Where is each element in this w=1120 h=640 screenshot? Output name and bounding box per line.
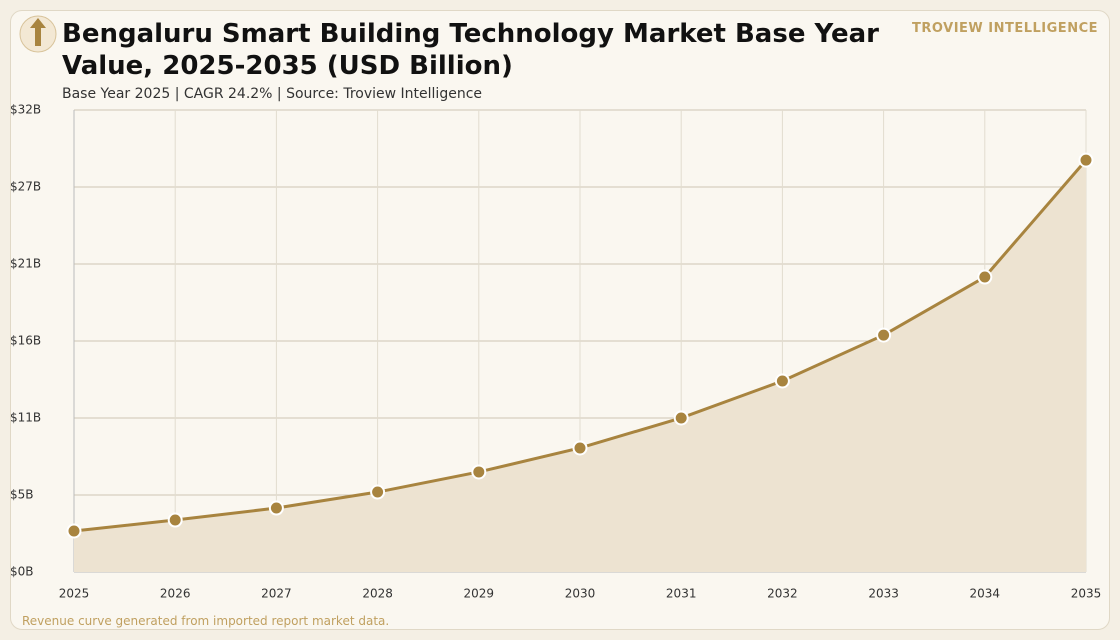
x-tick-label: 2030 bbox=[565, 587, 596, 601]
y-tick-label: $5B bbox=[10, 488, 34, 502]
y-tick-label: $11B bbox=[10, 410, 41, 424]
point bbox=[370, 484, 386, 500]
brand: TROVIEW INTELLIGENCE bbox=[912, 21, 1098, 36]
area bbox=[74, 160, 1086, 572]
x-tick-label: 2032 bbox=[767, 587, 798, 601]
x-tick-label: 2034 bbox=[970, 587, 1001, 601]
x-tick-label: 2031 bbox=[666, 587, 697, 601]
y-tick-label: $16B bbox=[10, 334, 41, 348]
point bbox=[673, 410, 689, 426]
x-tick-label: 2035 bbox=[1071, 587, 1102, 601]
y-tick-label: $0B bbox=[10, 565, 34, 579]
x-tick-label: 2026 bbox=[160, 587, 191, 601]
x-tick-label: 2028 bbox=[362, 587, 393, 601]
y-tick-label: $32B bbox=[10, 103, 41, 117]
y-tick-label: $21B bbox=[10, 257, 41, 271]
point bbox=[167, 512, 183, 528]
x-tick-label: 2029 bbox=[464, 587, 495, 601]
point bbox=[876, 327, 892, 343]
point bbox=[977, 269, 993, 285]
x-tick-label: 2033 bbox=[868, 587, 899, 601]
point bbox=[572, 440, 588, 456]
y-tick-label: $27B bbox=[10, 179, 41, 193]
point bbox=[268, 500, 284, 516]
logo-arrow bbox=[30, 18, 46, 46]
footnote: Revenue curve generated from imported re… bbox=[22, 614, 390, 628]
x-tick-label: 2025 bbox=[59, 587, 90, 601]
chart-subtitle: Base Year 2025 | CAGR 24.2% | Source: Tr… bbox=[62, 86, 483, 102]
point bbox=[66, 523, 82, 539]
x-tick-label: 2027 bbox=[261, 587, 292, 601]
point bbox=[774, 373, 790, 389]
point bbox=[1078, 152, 1094, 168]
point bbox=[471, 464, 487, 480]
chart-title: Bengaluru Smart Building Technology Mark… bbox=[62, 19, 879, 81]
